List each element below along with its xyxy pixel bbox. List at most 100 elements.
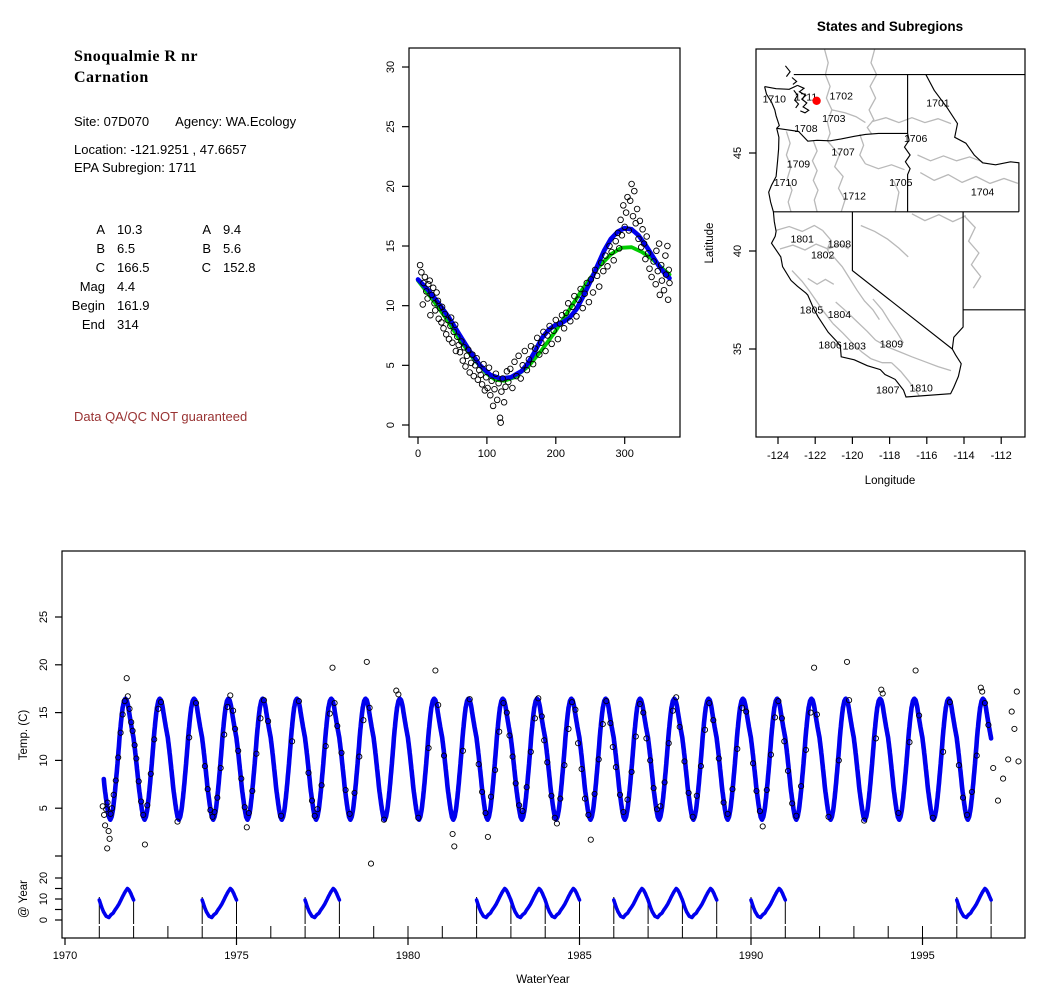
data-point bbox=[135, 778, 142, 785]
data-point bbox=[331, 699, 338, 707]
tick-label: 100 bbox=[478, 448, 496, 460]
data-point bbox=[516, 802, 523, 809]
subregion-boundary-line bbox=[891, 362, 920, 397]
data-point bbox=[861, 817, 868, 824]
data-point bbox=[204, 786, 211, 793]
data-point bbox=[955, 762, 962, 769]
data-point bbox=[363, 658, 370, 665]
data-point bbox=[542, 347, 549, 355]
data-point bbox=[243, 824, 250, 831]
data-point bbox=[121, 698, 128, 705]
subregion-boundaries bbox=[775, 49, 1019, 397]
data-point bbox=[433, 289, 440, 296]
data-point bbox=[579, 304, 586, 312]
data-point bbox=[560, 325, 568, 332]
data-point bbox=[572, 706, 579, 713]
data-point bbox=[346, 810, 353, 817]
data-point bbox=[230, 707, 237, 714]
data-point bbox=[600, 267, 607, 275]
data-point bbox=[979, 688, 986, 695]
data-point bbox=[846, 697, 853, 704]
data-point bbox=[442, 331, 450, 338]
data-point bbox=[529, 360, 537, 368]
data-point bbox=[531, 345, 539, 352]
data-point bbox=[981, 699, 988, 707]
data-point bbox=[632, 220, 639, 227]
data-point bbox=[496, 414, 504, 422]
param-row-c: C 166.5 C 152.8 bbox=[65, 258, 283, 277]
data-point bbox=[912, 667, 919, 674]
data-point bbox=[569, 303, 576, 311]
data-point bbox=[759, 823, 766, 830]
mini-seasonal-line bbox=[303, 886, 342, 920]
tick-label: -122 bbox=[804, 450, 826, 462]
data-point bbox=[587, 836, 594, 843]
data-point bbox=[124, 693, 131, 700]
subregion-labels: 1711 1702 1701 1703 1708 1706 1707 1709 1710 1710… bbox=[763, 91, 995, 397]
subregion-label: 1709 bbox=[787, 158, 811, 170]
data-point bbox=[673, 694, 680, 701]
data-point bbox=[1013, 688, 1020, 695]
data-point bbox=[662, 252, 669, 259]
data-point bbox=[495, 379, 502, 387]
data-point bbox=[657, 261, 665, 269]
subregion-label: 1803 bbox=[843, 341, 867, 353]
data-point bbox=[802, 746, 809, 753]
data-point bbox=[201, 763, 208, 770]
site-label: Site: 07D070 bbox=[74, 114, 150, 129]
data-point bbox=[102, 822, 109, 829]
mini-seasonal-line bbox=[474, 886, 582, 920]
data-point bbox=[318, 782, 325, 789]
data-point bbox=[478, 381, 486, 388]
param-label: Mag bbox=[79, 279, 105, 294]
data-point bbox=[665, 740, 672, 747]
data-point bbox=[334, 722, 341, 730]
data-point bbox=[602, 252, 609, 259]
data-point bbox=[421, 273, 429, 281]
data-point bbox=[450, 328, 458, 336]
data-point bbox=[440, 325, 447, 332]
subregion-boundary-line bbox=[865, 163, 905, 171]
subregion-boundary-line bbox=[911, 213, 967, 223]
subregion-label: 1710 bbox=[763, 94, 787, 106]
data-point bbox=[128, 719, 135, 726]
data-point bbox=[940, 748, 947, 755]
data-point bbox=[424, 295, 431, 302]
data-point bbox=[459, 357, 467, 364]
data-point bbox=[474, 376, 482, 383]
data-point bbox=[701, 726, 709, 733]
data-point bbox=[624, 796, 631, 803]
data-point bbox=[575, 296, 582, 303]
data-point bbox=[469, 351, 476, 358]
data-point bbox=[119, 711, 126, 718]
states-subregions-map: 1711 1702 1701 1703 1708 1706 1707 1709 1710 1710… bbox=[755, 48, 1026, 438]
state-outline-line bbox=[764, 86, 962, 398]
data-point bbox=[322, 743, 329, 750]
data-point bbox=[654, 267, 662, 275]
subregion-boundary-line bbox=[831, 254, 880, 320]
data-point bbox=[551, 814, 558, 821]
data-point bbox=[655, 240, 663, 247]
tick-label: 0 bbox=[38, 917, 50, 923]
param-row-begin: Begin 161.9 bbox=[65, 296, 283, 315]
data-point bbox=[473, 354, 480, 362]
data-point bbox=[104, 845, 111, 852]
data-point bbox=[647, 757, 654, 764]
data-point bbox=[798, 783, 805, 790]
data-point bbox=[609, 743, 616, 751]
data-point bbox=[620, 808, 627, 816]
state-outline-line bbox=[776, 127, 908, 142]
data-point bbox=[643, 233, 650, 240]
data-point bbox=[115, 754, 122, 761]
data-point bbox=[681, 758, 688, 765]
data-point bbox=[475, 761, 482, 768]
data-point bbox=[743, 708, 750, 715]
data-point bbox=[734, 745, 741, 752]
data-point bbox=[587, 276, 595, 283]
state-outline-line bbox=[925, 74, 1020, 212]
data-point bbox=[138, 798, 145, 805]
param-value: 161.9 bbox=[117, 298, 150, 313]
data-point bbox=[685, 789, 692, 796]
data-point bbox=[308, 797, 316, 804]
data-point bbox=[326, 710, 333, 717]
